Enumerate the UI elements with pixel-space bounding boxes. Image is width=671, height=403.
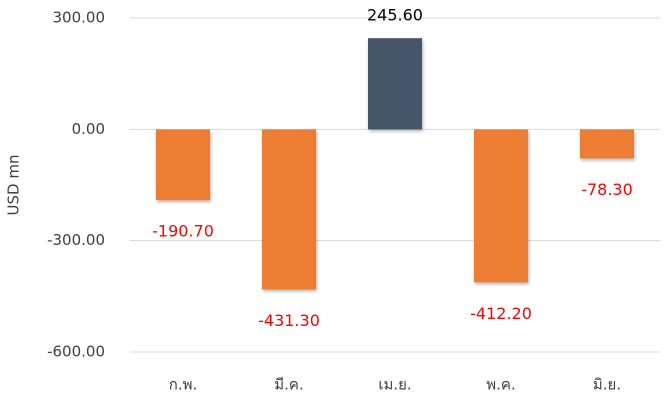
y-axis-label: USD mn: [5, 155, 23, 216]
y-tick-label: 0.00: [72, 120, 105, 138]
bar: [156, 129, 210, 201]
x-tick-label: มี.ค.: [274, 376, 303, 394]
x-tick-label: ก.พ.: [169, 376, 198, 394]
bar: [368, 38, 422, 130]
x-tick-label: มิ.ย.: [593, 376, 621, 394]
x-tick-label: เม.ย.: [378, 376, 411, 394]
bar: [580, 129, 634, 159]
data-label: 245.60: [367, 6, 423, 25]
x-tick-label: พ.ค.: [486, 376, 515, 394]
bar: [262, 129, 316, 290]
data-label: -412.20: [470, 304, 532, 323]
y-tick-label: -300.00: [47, 231, 105, 249]
data-label: -431.30: [258, 311, 320, 330]
y-tick-label: -600.00: [47, 343, 105, 361]
bar: [474, 129, 528, 283]
data-label: -78.30: [581, 180, 633, 199]
y-tick-label: 300.00: [53, 9, 106, 27]
data-label: -190.70: [152, 222, 214, 241]
